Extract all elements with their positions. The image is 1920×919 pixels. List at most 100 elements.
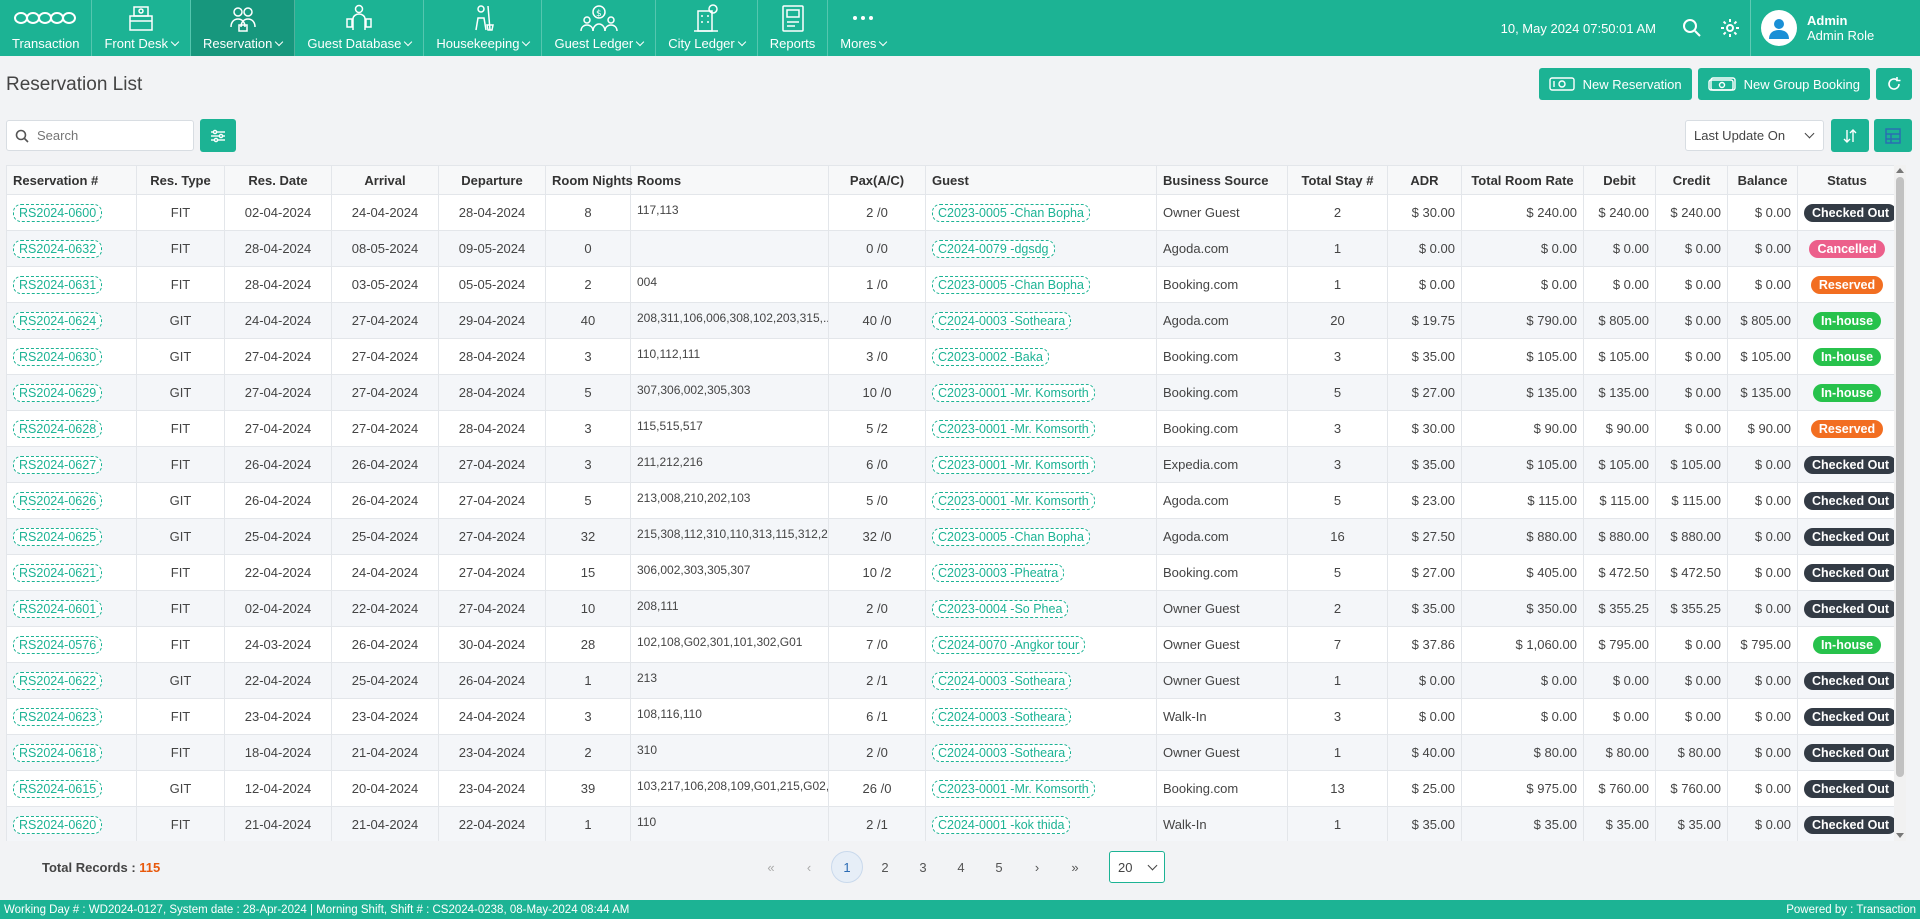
- reservation-number-link[interactable]: RS2024-0618: [13, 743, 103, 762]
- table-row[interactable]: RS2024-0625 GIT 25-04-2024 25-04-2024 27-04-…: [6, 518, 1897, 555]
- nav-guest-database[interactable]: Guest Database: [295, 0, 425, 56]
- reservation-number-link[interactable]: RS2024-0627: [13, 455, 103, 474]
- column-header[interactable]: Guest: [925, 165, 1157, 195]
- next-page-button[interactable]: ›: [1034, 859, 1040, 875]
- last-page-button[interactable]: »: [1071, 859, 1079, 875]
- refresh-button[interactable]: [1876, 68, 1912, 100]
- page-button[interactable]: 1: [831, 851, 863, 883]
- reservation-number-link[interactable]: RS2024-0601: [13, 599, 103, 618]
- page-button[interactable]: 5: [995, 859, 1003, 875]
- table-row[interactable]: RS2024-0618 FIT 18-04-2024 21-04-2024 23-04-…: [6, 734, 1897, 771]
- guest-link[interactable]: C2023-0002 -Baka: [932, 347, 1049, 366]
- column-header[interactable]: Debit: [1583, 165, 1656, 195]
- reservation-number-link[interactable]: RS2024-0626: [13, 491, 103, 510]
- guest-link[interactable]: C2023-0001 -Mr. Komsorth: [932, 779, 1095, 798]
- table-row[interactable]: RS2024-0615 GIT 12-04-2024 20-04-2024 23-04-…: [6, 770, 1897, 807]
- column-header[interactable]: Arrival: [331, 165, 439, 195]
- page-button[interactable]: 4: [957, 859, 965, 875]
- new-reservation-button[interactable]: New Reservation: [1538, 68, 1692, 100]
- sort-direction-button[interactable]: [1831, 119, 1869, 152]
- guest-link[interactable]: C2023-0001 -Mr. Komsorth: [932, 383, 1095, 402]
- nav-housekeeping[interactable]: Housekeeping: [424, 0, 543, 56]
- table-row[interactable]: RS2024-0623 FIT 23-04-2024 23-04-2024 24-04-…: [6, 698, 1897, 735]
- table-row[interactable]: RS2024-0600 FIT 02-04-2024 24-04-2024 28-04-…: [6, 194, 1897, 231]
- table-row[interactable]: RS2024-0627 FIT 26-04-2024 26-04-2024 27-04-…: [6, 446, 1897, 483]
- table-row[interactable]: RS2024-0620 FIT 21-04-2024 21-04-2024 22-04-…: [6, 806, 1897, 841]
- guest-link[interactable]: C2023-0001 -Mr. Komsorth: [932, 419, 1095, 438]
- table-row[interactable]: RS2024-0631 FIT 28-04-2024 03-05-2024 05-05-…: [6, 266, 1897, 303]
- table-row[interactable]: RS2024-0576 FIT 24-03-2024 26-04-2024 30-04-…: [6, 626, 1897, 663]
- guest-link[interactable]: C2024-0070 -Angkor tour: [932, 635, 1086, 654]
- guest-link[interactable]: C2024-0001 -kok thida: [932, 815, 1071, 834]
- column-header[interactable]: Rooms: [630, 165, 829, 195]
- guest-link[interactable]: C2023-0001 -Mr. Komsorth: [932, 455, 1095, 474]
- guest-link[interactable]: C2023-0005 -Chan Bopha: [932, 203, 1090, 222]
- page-button[interactable]: 2: [881, 859, 889, 875]
- table-row[interactable]: RS2024-0622 GIT 22-04-2024 25-04-2024 26-04-…: [6, 662, 1897, 699]
- reservation-number-link[interactable]: RS2024-0625: [13, 527, 103, 546]
- reservation-number-link[interactable]: RS2024-0576: [13, 635, 103, 654]
- reservation-number-link[interactable]: RS2024-0628: [13, 419, 103, 438]
- guest-link[interactable]: C2023-0001 -Mr. Komsorth: [932, 491, 1095, 510]
- column-header[interactable]: Status: [1797, 165, 1897, 195]
- guest-link[interactable]: C2024-0003 -Sotheara: [932, 311, 1072, 330]
- table-row[interactable]: RS2024-0621 FIT 22-04-2024 24-04-2024 27-04-…: [6, 554, 1897, 591]
- column-header[interactable]: Balance: [1727, 165, 1798, 195]
- column-header[interactable]: Credit: [1655, 165, 1728, 195]
- reservation-number-link[interactable]: RS2024-0621: [13, 563, 103, 582]
- table-row[interactable]: RS2024-0629 GIT 27-04-2024 27-04-2024 28-04-…: [6, 374, 1897, 411]
- nav-front-desk[interactable]: Front Desk: [92, 0, 192, 56]
- nav-mores[interactable]: Mores: [828, 0, 898, 56]
- prev-page-button[interactable]: ‹: [806, 859, 812, 875]
- reservation-number-link[interactable]: RS2024-0600: [13, 203, 103, 222]
- column-header[interactable]: ADR: [1387, 165, 1462, 195]
- user-menu[interactable]: Admin Admin Role: [1750, 0, 1920, 56]
- column-header[interactable]: Pax(A/C): [828, 165, 926, 195]
- reservation-number-link[interactable]: RS2024-0620: [13, 815, 103, 834]
- reservation-number-link[interactable]: RS2024-0632: [13, 239, 103, 258]
- reservation-number-link[interactable]: RS2024-0630: [13, 347, 103, 366]
- reservation-number-link[interactable]: RS2024-0623: [13, 707, 103, 726]
- reservation-number-link[interactable]: RS2024-0615: [13, 779, 103, 798]
- scroll-up-arrow[interactable]: [1896, 168, 1904, 173]
- reservation-number-link[interactable]: RS2024-0622: [13, 671, 103, 690]
- guest-link[interactable]: C2023-0004 -So Phea: [932, 599, 1069, 618]
- nav-transaction[interactable]: Transaction: [0, 0, 93, 56]
- column-header[interactable]: Res. Date: [224, 165, 332, 195]
- page-size-select[interactable]: 20: [1109, 851, 1165, 883]
- filter-button[interactable]: [200, 119, 236, 152]
- table-row[interactable]: RS2024-0630 GIT 27-04-2024 27-04-2024 28-04-…: [6, 338, 1897, 375]
- guest-link[interactable]: C2024-0003 -Sotheara: [932, 707, 1072, 726]
- column-header[interactable]: Room Nights: [545, 165, 633, 195]
- reservation-number-link[interactable]: RS2024-0631: [13, 275, 103, 294]
- table-scrollbar[interactable]: [1894, 165, 1906, 841]
- guest-link[interactable]: C2023-0005 -Chan Bopha: [932, 275, 1090, 294]
- table-row[interactable]: RS2024-0626 GIT 26-04-2024 26-04-2024 27-04-…: [6, 482, 1897, 519]
- table-row[interactable]: RS2024-0628 FIT 27-04-2024 27-04-2024 28-04-…: [6, 410, 1897, 447]
- guest-link[interactable]: C2023-0005 -Chan Bopha: [932, 527, 1090, 546]
- reservation-number-link[interactable]: RS2024-0629: [13, 383, 103, 402]
- scroll-thumb[interactable]: [1896, 177, 1904, 777]
- guest-link[interactable]: C2024-0003 -Sotheara: [932, 743, 1072, 762]
- column-header[interactable]: Reservation #: [6, 165, 137, 195]
- search-icon[interactable]: [1674, 10, 1710, 46]
- table-row[interactable]: RS2024-0632 FIT 28-04-2024 08-05-2024 09-05-…: [6, 230, 1897, 267]
- column-header[interactable]: Business Source: [1156, 165, 1288, 195]
- column-header[interactable]: Res. Type: [136, 165, 225, 195]
- column-header[interactable]: Total Stay #: [1287, 165, 1388, 195]
- table-row[interactable]: RS2024-0601 FIT 02-04-2024 22-04-2024 27-04-…: [6, 590, 1897, 627]
- nav-guest-ledger[interactable]: $ Guest Ledger: [542, 0, 657, 56]
- sort-by-select[interactable]: Last Update On: [1685, 120, 1824, 151]
- nav-reports[interactable]: Reports: [758, 0, 829, 56]
- nav-city-ledger[interactable]: City Ledger: [656, 0, 758, 56]
- column-header[interactable]: Total Room Rate: [1461, 165, 1584, 195]
- guest-link[interactable]: C2023-0003 -Pheatra: [932, 563, 1065, 582]
- search-input[interactable]: [37, 128, 187, 143]
- first-page-button[interactable]: «: [767, 859, 775, 875]
- new-group-booking-button[interactable]: New Group Booking: [1697, 68, 1870, 100]
- page-button[interactable]: 3: [919, 859, 927, 875]
- guest-link[interactable]: C2024-0003 -Sotheara: [932, 671, 1072, 690]
- gear-icon[interactable]: [1712, 10, 1748, 46]
- reservation-number-link[interactable]: RS2024-0624: [13, 311, 103, 330]
- guest-link[interactable]: C2024-0079 -dgsdg: [932, 239, 1055, 258]
